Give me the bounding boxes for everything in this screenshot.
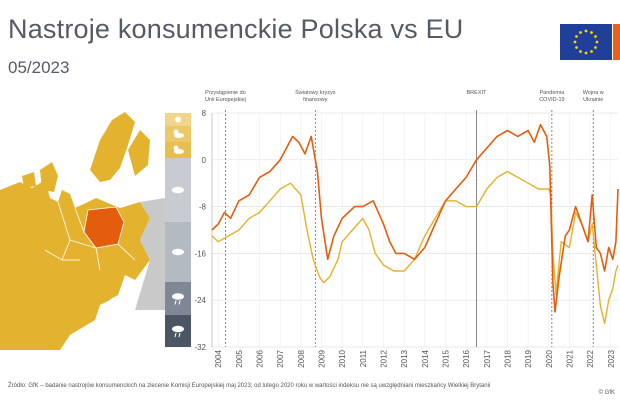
rain-cloud-icon: [172, 325, 184, 338]
x-tick-label: 2022: [586, 349, 595, 367]
x-tick-label: 2005: [235, 349, 244, 367]
chart-title: Nastroje konsumenckie Polska vs EU: [8, 14, 464, 44]
eu-star-icon: [575, 46, 578, 49]
map-ireland: [22, 172, 36, 188]
x-tick-label: 2011: [359, 349, 368, 367]
x-tick-label: 2006: [256, 349, 265, 367]
source-footnote: Źródło: GfK – badanie nastrojów konsumen…: [8, 383, 491, 389]
x-tick-label: 2017: [483, 349, 492, 367]
eu-star-icon: [579, 50, 582, 53]
x-tick-label: 2019: [524, 349, 533, 367]
x-tick-label: 2020: [545, 349, 554, 367]
x-tick-label: 2010: [338, 349, 347, 367]
eu-star-icon: [575, 35, 578, 38]
gfk-logo-icon: [613, 24, 620, 60]
sentiment-scale-legend: [165, 113, 191, 347]
sun-icon: [175, 116, 181, 123]
x-tick-label: 2023: [607, 349, 616, 367]
y-tick-label: -24: [194, 296, 206, 305]
event-label: Pandemia: [539, 90, 565, 96]
cloud-icon: [172, 248, 184, 256]
x-tick-label: 2016: [462, 349, 471, 367]
sun-cloud-icon: [173, 145, 184, 154]
x-tick-label: 2018: [503, 349, 512, 367]
x-tick-label: 2013: [400, 349, 409, 367]
event-label: finansowy: [303, 97, 328, 103]
eu-star-icon: [584, 51, 588, 55]
eu-star-icon: [594, 46, 597, 49]
map-uk: [40, 162, 58, 192]
x-tick-label: 2008: [297, 349, 306, 367]
europe-map: [0, 112, 165, 350]
event-label: COVID-19: [539, 97, 564, 103]
event-label: Unii Europejskiej: [205, 97, 246, 103]
eu-star-icon: [573, 40, 577, 44]
eu-star-icon: [590, 50, 593, 53]
x-tick-label: 2021: [565, 349, 574, 367]
cloud-icon: [172, 186, 184, 194]
y-tick-label: -8: [199, 203, 207, 212]
x-tick-label: 2007: [276, 349, 285, 367]
eu-flag-icon: [560, 24, 612, 60]
map-scandinavia: [90, 112, 135, 182]
rain-cloud-icon: [172, 293, 184, 305]
event-label: Przystąpienie do: [205, 90, 246, 96]
event-label: Światowy kryzys: [295, 88, 336, 96]
chart-subtitle: 05/2023: [8, 58, 70, 77]
x-tick-label: 2012: [379, 349, 388, 367]
eu-star-icon: [579, 31, 582, 34]
x-tick-label: 2015: [441, 349, 450, 367]
event-label: BREXIT: [467, 90, 488, 96]
y-tick-label: 0: [202, 156, 207, 165]
eu-star-icon: [584, 29, 588, 33]
copyright-label: © GfK: [598, 390, 615, 396]
map-finland: [128, 130, 150, 176]
map-borders: [44, 201, 136, 271]
eu-flag-stars: [573, 29, 599, 55]
map-non-eu: [135, 198, 165, 310]
event-label: Ukrainie: [583, 97, 603, 103]
x-tick-label: 2004: [214, 349, 223, 367]
x-tick-label: 2009: [318, 349, 327, 367]
y-tick-label: -32: [194, 343, 206, 352]
y-tick-label: -16: [194, 249, 206, 258]
x-tick-label: 2014: [421, 349, 430, 367]
map-iberia: [5, 250, 58, 302]
sun-cloud-icon: [173, 129, 184, 138]
map-italy: [80, 260, 110, 304]
event-label: Wojna w: [583, 90, 604, 96]
eu-star-icon: [594, 35, 597, 38]
eu-star-icon: [590, 31, 593, 34]
y-tick-label: 8: [202, 109, 207, 118]
eu-star-icon: [595, 40, 599, 44]
series-line-polska: [211, 123, 619, 313]
